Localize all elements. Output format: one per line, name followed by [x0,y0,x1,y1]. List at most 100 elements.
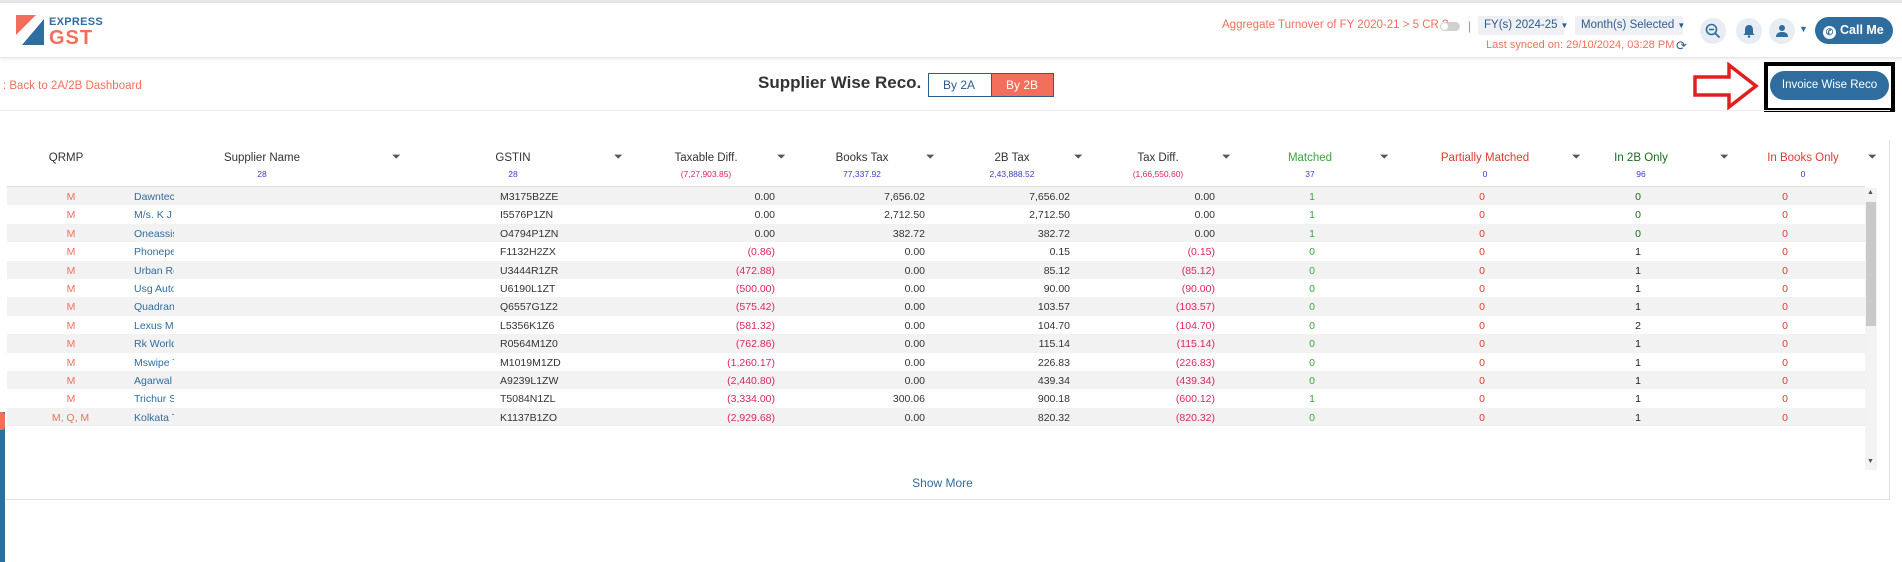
cell-in-2b-only[interactable]: 0 [1635,209,1641,222]
cell-in-2b-only[interactable]: 0 [1635,227,1641,240]
cell-matched[interactable]: 1 [1309,191,1315,203]
month-select[interactable]: Month(s) Selected ▼ [1575,16,1685,35]
cell-in-books-only[interactable]: 0 [1782,356,1788,369]
fy-select[interactable]: FY(s) 2024-25 ▼ [1478,16,1568,35]
filter-icon[interactable]: ⏷ [614,151,623,163]
filter-icon[interactable]: ⏷ [1074,151,1083,163]
scrollbar-thumb[interactable] [1866,202,1876,326]
cell-in-2b-only[interactable]: 1 [1635,283,1641,295]
zoom-out-button[interactable] [1700,18,1726,44]
notifications-button[interactable] [1736,18,1762,44]
cell-in-2b-only[interactable]: 1 [1635,356,1641,369]
cell-matched[interactable]: 0 [1309,283,1315,295]
table-row[interactable]: M Dawntech M3175B2ZE 0.00 7,656.02 7,656.02 0.… [7,187,1865,206]
cell-in-books-only[interactable]: 0 [1782,246,1788,259]
cell-in-books-only[interactable]: 0 [1782,338,1788,351]
cell-matched[interactable]: 0 [1309,264,1315,277]
cell-supplier-name[interactable]: Rk World [134,338,174,351]
cell-partially-matched[interactable]: 0 [1479,356,1485,369]
show-more-link[interactable]: Show More [912,476,973,490]
cell-supplier-name[interactable]: Mswipe T [134,356,174,369]
cell-supplier-name[interactable]: Kolkata T [134,411,174,424]
table-row[interactable]: M Trichur S T5084N1ZL (3,334.00) 300.06 900.1… [7,389,1865,407]
invoice-wise-reco-button[interactable]: Invoice Wise Reco [1770,71,1889,100]
cell-in-2b-only[interactable]: 1 [1635,301,1641,314]
table-row[interactable]: M Phonepe F1132H2ZX (0.86) 0.00 0.15 (0.15) 0 0 1… [7,242,1865,260]
cell-partially-matched[interactable]: 0 [1479,191,1485,203]
cell-matched[interactable]: 1 [1309,393,1315,406]
filter-icon[interactable]: ⏷ [926,151,935,163]
cell-partially-matched[interactable]: 0 [1479,246,1485,259]
cell-supplier-name[interactable]: Usg Auto [134,283,174,295]
cell-in-2b-only[interactable]: 1 [1635,338,1641,351]
cell-supplier-name[interactable]: Urban Re [134,264,174,277]
cell-in-books-only[interactable]: 0 [1782,191,1788,203]
filter-icon[interactable]: ⏷ [777,151,786,163]
call-me-button[interactable]: ✆ Call Me [1815,17,1893,44]
cell-in-2b-only[interactable]: 2 [1635,319,1641,332]
cell-matched[interactable]: 1 [1309,209,1315,222]
table-row[interactable]: M, Q, M Kolkata T K1137B1ZO (2,929.68) 0.00 8… [7,407,1865,427]
filter-icon[interactable]: ⏷ [1868,151,1877,163]
cell-supplier-name[interactable]: Lexus Mc [134,319,174,332]
cell-supplier-name[interactable]: Dawntech [134,191,174,203]
table-row[interactable]: M Lexus Mc L5356K1Z6 (581.32) 0.00 104.70 (104… [7,316,1865,334]
cell-in-books-only[interactable]: 0 [1782,301,1788,314]
cell-partially-matched[interactable]: 0 [1479,227,1485,240]
filter-icon[interactable]: ⏷ [1222,151,1231,163]
cell-matched[interactable]: 0 [1309,301,1315,314]
back-to-dashboard-link[interactable]: : Back to 2A/2B Dashboard [3,80,142,92]
tab-by-2a[interactable]: By 2A [929,74,991,96]
cell-supplier-name[interactable]: M/s. K J T [134,209,174,222]
cell-partially-matched[interactable]: 0 [1479,283,1485,295]
filter-icon[interactable]: ⏷ [1720,151,1729,163]
table-row[interactable]: M Urban Re U3444R1ZR (472.88) 0.00 85.12 (85.1… [7,260,1865,279]
cell-in-books-only[interactable]: 0 [1782,209,1788,222]
cell-matched[interactable]: 0 [1309,338,1315,351]
scroll-up-icon[interactable]: ▲ [1867,189,1874,196]
cell-matched[interactable]: 0 [1309,356,1315,369]
cell-in-books-only[interactable]: 0 [1782,411,1788,424]
cell-matched[interactable]: 0 [1309,319,1315,332]
cell-in-2b-only[interactable]: 0 [1635,191,1641,203]
cell-in-2b-only[interactable]: 1 [1635,264,1641,277]
filter-icon[interactable]: ⏷ [1572,151,1581,163]
cell-in-books-only[interactable]: 0 [1782,319,1788,332]
table-scrollbar[interactable]: ▲ ▼ [1865,188,1877,470]
cell-partially-matched[interactable]: 0 [1479,301,1485,314]
cell-in-books-only[interactable]: 0 [1782,283,1788,295]
cell-partially-matched[interactable]: 0 [1479,375,1485,387]
cell-matched[interactable]: 1 [1309,227,1315,240]
cell-partially-matched[interactable]: 0 [1479,411,1485,424]
side-panel-tab[interactable] [0,412,5,430]
scroll-down-icon[interactable]: ▼ [1867,458,1874,465]
cell-in-2b-only[interactable]: 1 [1635,375,1641,387]
filter-icon[interactable]: ⏷ [392,151,401,163]
user-menu-button[interactable] [1769,18,1795,44]
table-row[interactable]: M Agarwal A9239L1ZW (2,440.80) 0.00 439.34 (43… [7,371,1865,390]
cell-in-2b-only[interactable]: 1 [1635,411,1641,424]
cell-in-2b-only[interactable]: 1 [1635,246,1641,259]
cell-supplier-name[interactable]: Trichur S [134,393,174,406]
table-row[interactable]: M Quadrant Q6557G1Z2 (575.42) 0.00 103.57 (103… [7,297,1865,316]
cell-in-books-only[interactable]: 0 [1782,375,1788,387]
cell-matched[interactable]: 0 [1309,375,1315,387]
table-row[interactable]: M M/s. K J T I5576P1ZN 0.00 2,712.50 2,712.50… [7,205,1865,223]
cell-partially-matched[interactable]: 0 [1479,209,1485,222]
cell-in-2b-only[interactable]: 1 [1635,393,1641,406]
sync-icon[interactable]: ⟳ [1676,38,1687,53]
filter-icon[interactable]: ⏷ [1380,151,1389,163]
cell-partially-matched[interactable]: 0 [1479,319,1485,332]
aggregate-turnover-toggle[interactable] [1440,22,1460,31]
cell-partially-matched[interactable]: 0 [1479,264,1485,277]
table-row[interactable]: M Usg Auto U6190L1ZT (500.00) 0.00 90.00 (90.0… [7,279,1865,297]
tab-by-2b[interactable]: By 2B [991,74,1053,96]
user-menu-caret-icon[interactable]: ▼ [1799,24,1808,34]
cell-supplier-name[interactable]: Phonepe [134,246,174,259]
cell-in-books-only[interactable]: 0 [1782,264,1788,277]
cell-matched[interactable]: 0 [1309,246,1315,259]
table-row[interactable]: M Oneassist O4794P1ZN 0.00 382.72 382.72 0.00 1… [7,223,1865,243]
cell-in-books-only[interactable]: 0 [1782,227,1788,240]
cell-partially-matched[interactable]: 0 [1479,393,1485,406]
cell-partially-matched[interactable]: 0 [1479,338,1485,351]
